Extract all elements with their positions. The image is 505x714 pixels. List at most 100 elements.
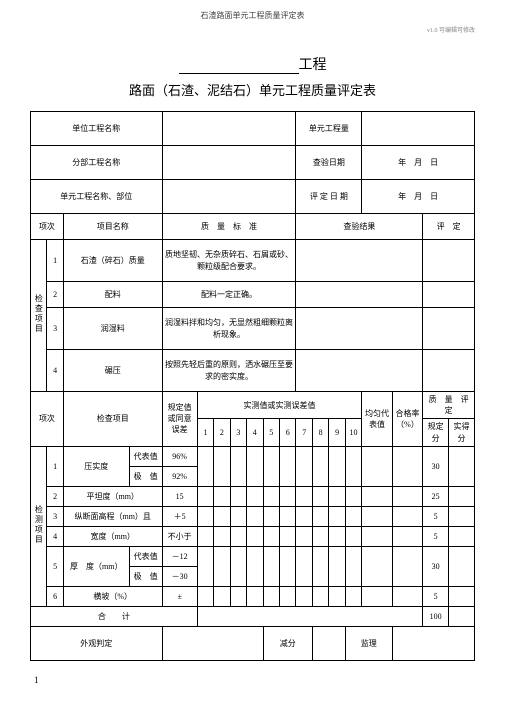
m-col-spec: 规定值或同意误差 — [162, 392, 197, 447]
m-c3: 3 — [230, 419, 246, 446]
chk-name-3: 润湿料 — [63, 308, 162, 350]
m6-v: ± — [162, 586, 197, 606]
m-c9: 9 — [329, 419, 345, 446]
m-got-score: 实得分 — [449, 419, 475, 446]
m1-sub2: 极 值 — [129, 466, 162, 486]
doc-header: 石渣路面单元工程质量评定表 — [30, 10, 475, 21]
chk-no-3: 3 — [47, 308, 63, 350]
col-item-no: 项次 — [31, 214, 64, 240]
val-check-date: 年 月 日 — [362, 146, 475, 180]
val-unit-proj-pos — [162, 180, 296, 214]
m3-no: 3 — [47, 506, 63, 526]
chk-std-1: 质地坚韧、无杂质碎石、石屑或砂、颗粒级配合要求。 — [162, 240, 296, 282]
label-unit-proj-qty: 单元工程量 — [296, 112, 362, 146]
page-number: 1 — [30, 675, 475, 685]
side-measure: 检测项目 — [31, 446, 47, 606]
m-col-measured: 实测值或实测误差值 — [197, 392, 361, 419]
col-check-result: 查验结果 — [296, 214, 423, 240]
chk-std-2: 配料一定正确。 — [162, 282, 296, 308]
doc-meta: v1.0 可编辑可修改 — [30, 25, 475, 34]
m1-v2: 92% — [162, 466, 197, 486]
chk-no-2: 2 — [47, 282, 63, 308]
total-label: 合 计 — [31, 606, 198, 626]
col-eval: 评 定 — [423, 214, 475, 240]
m5-v1: －12 — [162, 546, 197, 566]
chk-res-1 — [296, 240, 423, 282]
main-table: 单位工程名称 单元工程量 分部工程名称 查验日期 年 月 日 单元工程名称、部位… — [30, 111, 475, 661]
chk-no-4: 4 — [47, 350, 63, 392]
footer-supervise: 监理 — [345, 626, 392, 660]
label-unit-proj-name: 单位工程名称 — [31, 112, 163, 146]
m6-score: 5 — [423, 586, 449, 606]
chk-name-4: 碾压 — [63, 350, 162, 392]
label-check-date: 查验日期 — [296, 146, 362, 180]
m3-v: ＋5 — [162, 506, 197, 526]
m-c6: 6 — [279, 419, 296, 446]
m1-no: 1 — [47, 446, 63, 486]
m-c7: 7 — [296, 419, 312, 446]
m1-name: 压实度 — [63, 446, 129, 486]
label-unit-proj-pos: 单元工程名称、部位 — [31, 180, 163, 214]
val-unit-proj-qty — [362, 112, 475, 146]
col-item-name: 项目名称 — [63, 214, 162, 240]
m-spec-score: 规定分 — [423, 419, 449, 446]
m-col-no: 项次 — [31, 392, 64, 447]
m4-name: 宽度（mm） — [63, 526, 162, 546]
chk-name-2: 配料 — [63, 282, 162, 308]
m-c1: 1 — [197, 419, 213, 446]
project-name-blank — [179, 60, 299, 74]
chk-name-1: 石渣（碎石）质量 — [63, 240, 162, 282]
label-eval-date: 评 定 日 期 — [296, 180, 362, 214]
m-col-item: 检查项目 — [63, 392, 162, 447]
m5-name: 厚 度（mm） — [63, 546, 129, 586]
m6-no: 6 — [47, 586, 63, 606]
chk-eval-3 — [423, 308, 475, 350]
m5-v2: －30 — [162, 566, 197, 586]
chk-res-2 — [296, 282, 423, 308]
m2-score: 25 — [423, 486, 449, 506]
m4-no: 4 — [47, 526, 63, 546]
chk-res-3 — [296, 308, 423, 350]
m5-sub2: 极 值 — [129, 566, 162, 586]
chk-eval-2 — [423, 282, 475, 308]
m1-v1: 96% — [162, 446, 197, 466]
chk-eval-4 — [423, 350, 475, 392]
m-c8: 8 — [312, 419, 328, 446]
title-suffix: 工程 — [299, 58, 327, 73]
subtitle: 路面（石渣、泥结石）单元工程质量评定表 — [30, 80, 475, 99]
m4-v: 不小于 — [162, 526, 197, 546]
side-check: 检查项目 — [31, 240, 47, 392]
footer-deduct: 减分 — [263, 626, 312, 660]
chk-eval-1 — [423, 240, 475, 282]
title-line-1: 工程 — [30, 54, 475, 74]
chk-std-3: 润湿料拌和均匀，无显然粗细颗粒离析现象。 — [162, 308, 296, 350]
m-col-pass: 合格率（%） — [392, 392, 423, 447]
m6-name: 横坡（%） — [63, 586, 162, 606]
m-c5: 5 — [263, 419, 279, 446]
m-col-avg: 均匀代表值 — [362, 392, 393, 447]
m5-score: 30 — [423, 546, 449, 586]
m3-name: 纵断面高程（mm）且 — [63, 506, 162, 526]
m5-sub1: 代表值 — [129, 546, 162, 566]
col-quality-std: 质 量 标 准 — [162, 214, 296, 240]
m5-no: 5 — [47, 546, 63, 586]
m4-score: 5 — [423, 526, 449, 546]
m2-name: 平坦度（mm） — [63, 486, 162, 506]
m1-score: 30 — [423, 446, 449, 486]
m-col-qeval: 质 量 评 定 — [423, 392, 475, 419]
m1-sub1: 代表值 — [129, 446, 162, 466]
footer-outside: 外观判定 — [31, 626, 163, 660]
val-unit-proj-name — [162, 112, 296, 146]
label-sub-proj-name: 分部工程名称 — [31, 146, 163, 180]
m2-v: 15 — [162, 486, 197, 506]
chk-res-4 — [296, 350, 423, 392]
val-eval-date: 年 月 日 — [362, 180, 475, 214]
chk-std-4: 按照先轻后重的原则，洒水碾压至要求的密实度。 — [162, 350, 296, 392]
chk-no-1: 1 — [47, 240, 63, 282]
total-score: 100 — [423, 606, 449, 626]
m-c2: 2 — [214, 419, 230, 446]
m3-score: 5 — [423, 506, 449, 526]
m-c10: 10 — [345, 419, 361, 446]
m-c4: 4 — [247, 419, 263, 446]
val-sub-proj-name — [162, 146, 296, 180]
